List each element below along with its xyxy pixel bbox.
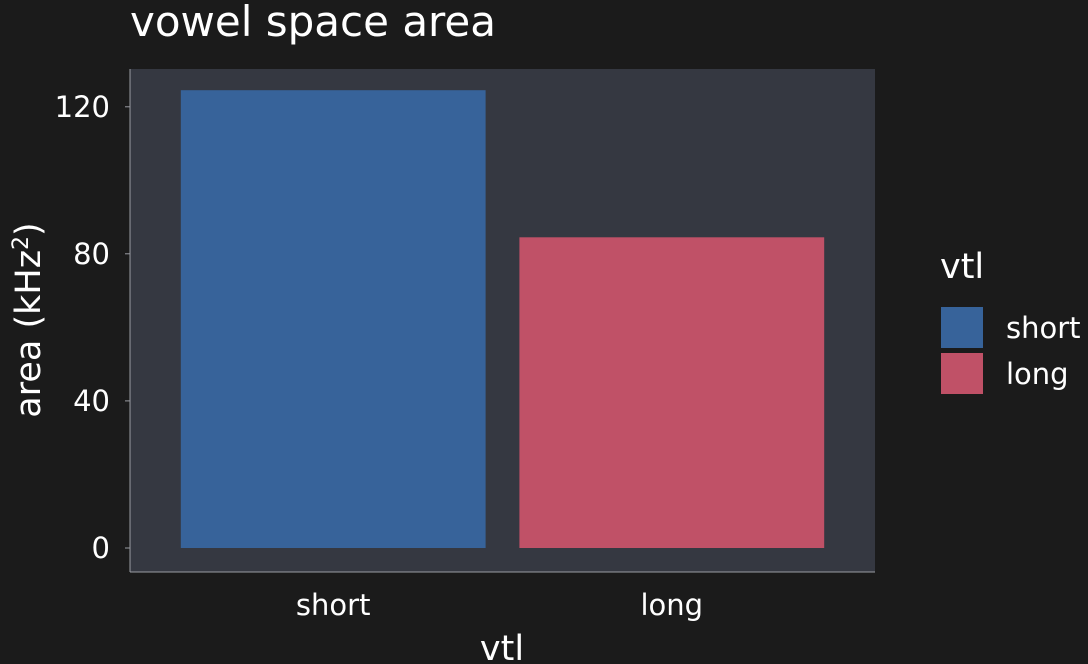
legend-label-long: long: [1006, 357, 1069, 391]
legend-entries: short long: [941, 307, 1081, 394]
x-tick-label-short: short: [296, 588, 371, 622]
y-tick-label-40: 40: [73, 384, 110, 418]
chart-title: vowel space area: [130, 0, 496, 46]
x-tick-label-long: long: [641, 588, 704, 622]
y-tick-label-80: 80: [73, 237, 110, 271]
bars-group: [180, 90, 825, 549]
y-ticks-group: 0 40 80 120: [55, 90, 130, 565]
legend-label-short: short: [1006, 311, 1081, 345]
y-tick-label-0: 0: [92, 531, 110, 565]
y-axis-title-close: ): [9, 222, 49, 236]
legend-swatch-short: [941, 307, 983, 348]
legend-swatch-long: [941, 353, 983, 394]
y-tick-label-120: 120: [55, 90, 110, 124]
bar-short: [180, 90, 486, 548]
y-axis-title-superscript: 2: [9, 236, 34, 250]
x-ticks-group: short long: [296, 588, 703, 622]
y-axis-title: area (kHz2): [9, 222, 50, 417]
x-axis-title: vtl: [480, 629, 524, 664]
legend-title: vtl: [940, 247, 984, 287]
legend: vtl short long: [940, 247, 1081, 394]
bar-long: [519, 237, 825, 549]
y-axis-title-main: area (kHz: [9, 250, 49, 418]
